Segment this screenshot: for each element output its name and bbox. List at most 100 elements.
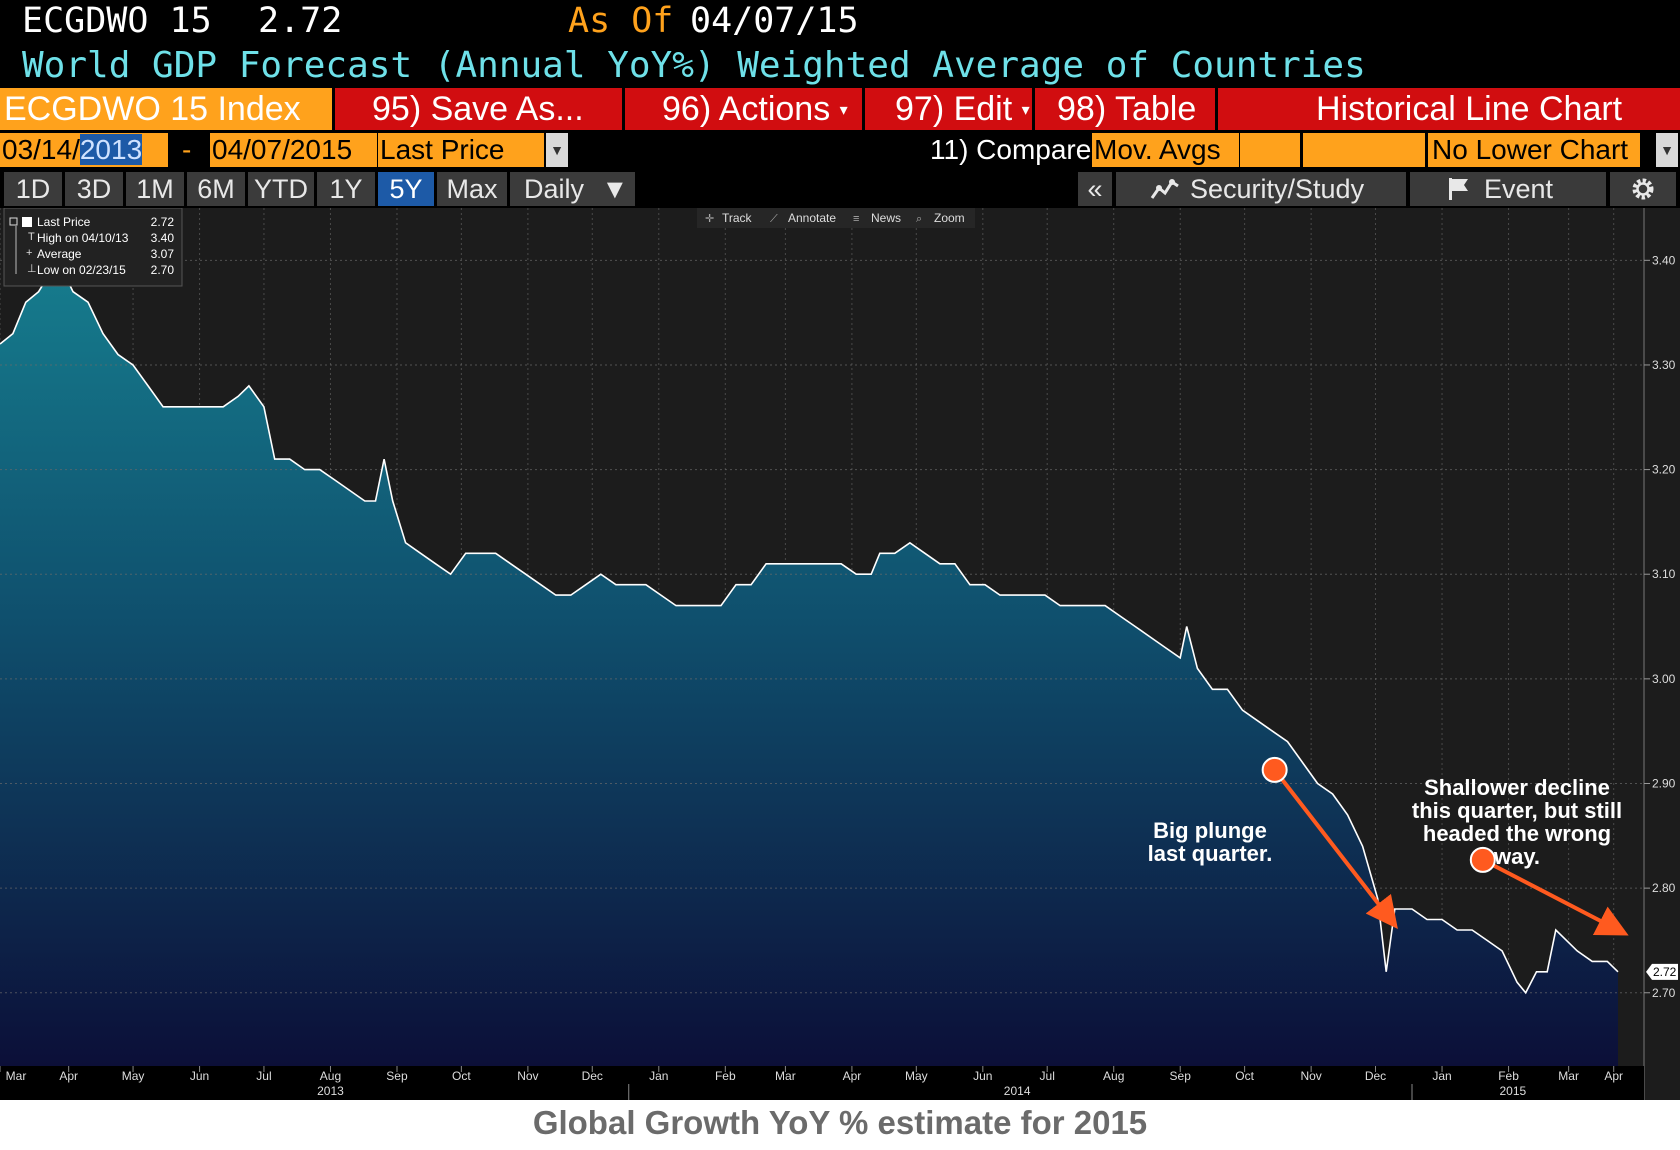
x-tick-label: Mar [1558,1069,1579,1083]
collapse-button[interactable]: « [1078,172,1112,206]
caption-area: Global Growth YoY % estimate for 2015 [0,1100,1680,1150]
news-tool-label: News [871,211,901,225]
x-tick-label: Sep [386,1069,408,1083]
crosshair-icon: ✛ [705,213,714,225]
y-axis-ticks: 3.40 3.30 3.20 3.10 3.00 2.90 2.80 2.70 [1644,253,1676,1000]
y-tick-label: 3.10 [1652,567,1676,581]
low-marker-icon: ⊥ [27,263,37,275]
period-max[interactable]: Max [437,172,507,206]
date-dash: - [182,134,192,165]
end-date-field[interactable]: 04/07/2015 [210,133,377,167]
annotation-dot [1261,756,1288,783]
news-tool[interactable]: ≡ News [853,211,901,225]
security-description: World GDP Forecast (Annual YoY%) Weighte… [22,45,1366,86]
x-tick-label: Aug [1103,1069,1124,1083]
edit-menu[interactable]: 97) Edit ▾ [895,88,1030,130]
annotate-tool-label: Annotate [788,211,836,225]
x-tick-label: May [122,1069,145,1083]
field-select[interactable]: Last Price [378,133,544,167]
annotation-arrow [1481,858,1629,936]
blank-field-1[interactable] [1240,133,1300,167]
blank-field-2[interactable] [1303,133,1425,167]
x-tick-label: Jan [1432,1069,1451,1083]
date-range-row: 03/14/2013 - 04/07/2015 Last Price ▼ 11)… [0,130,1680,170]
period-1y[interactable]: 1Y [317,172,375,206]
legend-value-1: 3.40 [151,231,175,245]
last-value-tag: 2.72 [1646,963,1678,980]
frequency-select[interactable]: Daily ▼ [510,172,635,206]
magnifier-icon: ⌕ [916,213,922,225]
period-6m[interactable]: 6M [187,172,245,206]
period-5y[interactable]: 5Y [378,172,434,206]
legend-label-3: Low on 02/23/15 [37,263,126,277]
x-tick-label: Aug [320,1069,341,1083]
average-marker-icon: + [26,247,32,259]
x-tick-label: Dec [582,1069,603,1083]
start-date-field[interactable]: 03/14/2013 [0,133,168,167]
annotation-text-line: Shallower decline [1424,775,1610,800]
horizontal-gridlines [0,259,1644,994]
edit-label: 97) Edit [895,90,1013,128]
lower-chart-dropdown-icon[interactable]: ▼ [1656,133,1678,167]
legend-color-swatch [22,217,32,227]
y-tick-label: 2.80 [1652,881,1676,895]
legend-value-0: 2.72 [151,215,175,229]
as-of-date: 04/07/15 [690,1,859,41]
track-tool[interactable]: ✛ Track [705,211,753,225]
field-dropdown-icon[interactable]: ▼ [546,133,568,167]
annotate-tool[interactable]: ⟋ Annotate [770,211,836,225]
event-button[interactable]: Event [1410,172,1606,206]
track-tool-label: Track [722,211,753,225]
period-1m[interactable]: 1M [126,172,184,206]
zoom-tool[interactable]: ⌕ Zoom [916,211,965,225]
x-tick-label: Jun [190,1069,209,1083]
lower-chart-select[interactable]: No Lower Chart [1428,133,1640,167]
legend-marker-icon [9,217,18,226]
price-chart[interactable]: 3.403.303.203.103.002.902.802.70 Mar Apr M… [0,208,1680,1100]
x-year-label: 2015 [1499,1084,1526,1098]
x-tick-label: Feb [715,1069,736,1083]
x-tick-label: Jan [649,1069,668,1083]
toolbar: ECGDWO 15 Index 95) Save As... 96) Actio… [0,88,1680,130]
save-as-button[interactable]: 95) Save As... [372,90,584,128]
x-tick-label: Nov [517,1069,538,1083]
legend-value-2: 3.07 [151,247,175,261]
actions-menu[interactable]: 96) Actions ▾ [662,88,848,130]
y-tick-label: 3.20 [1652,463,1676,477]
chart-type[interactable]: Historical Line Chart [1316,90,1623,128]
period-3d[interactable]: 3D [65,172,123,206]
x-year-label: 2013 [317,1084,344,1098]
security-study-label: Security/Study [1190,174,1365,204]
period-ytd[interactable]: YTD [248,172,314,206]
start-date-year: 2013 [79,134,143,165]
period-1d[interactable]: 1D [4,172,62,206]
news-icon: ≡ [853,213,859,225]
gear-icon [1632,178,1654,200]
legend-box [3,208,183,287]
table-button[interactable]: 98) Table [1057,90,1197,128]
as-of-label: As Of [568,1,674,41]
security-study-button[interactable]: Security/Study [1116,172,1406,206]
x-axis-labels: Mar Apr May Jun Jul Aug Sep Oct Nov Dec Jan Feb Mar A… [0,1066,1623,1100]
chart-tools-bar [697,208,975,228]
legend-label-0: Last Price [37,215,91,229]
x-tick-label: Mar [775,1069,796,1083]
annotation-arrow [1273,768,1398,929]
mov-avgs-field[interactable]: Mov. Avgs [1092,133,1239,167]
last-value-tag-shape [1646,963,1678,980]
annotation-text-line: way. [1493,844,1540,869]
x-tick-label: Nov [1300,1069,1321,1083]
x-axis-band [0,1066,1644,1100]
compare-button[interactable]: 11) Compare [930,134,1092,165]
index-label[interactable]: ECGDWO 15 Index [0,88,334,130]
x-tick-label: May [905,1069,928,1083]
x-tick-label: Oct [452,1069,471,1083]
high-marker-icon: T [28,231,35,243]
settings-button[interactable] [1610,172,1676,206]
y-tick-label: 3.30 [1652,358,1676,372]
x-tick-label: Apr [1604,1069,1623,1083]
legend-label-2: Average [37,247,82,261]
period-row: 1D 3D 1M 6M YTD 1Y 5Y Max Daily ▼ « Secu… [0,170,1680,208]
x-year-label: 2014 [1004,1084,1031,1098]
